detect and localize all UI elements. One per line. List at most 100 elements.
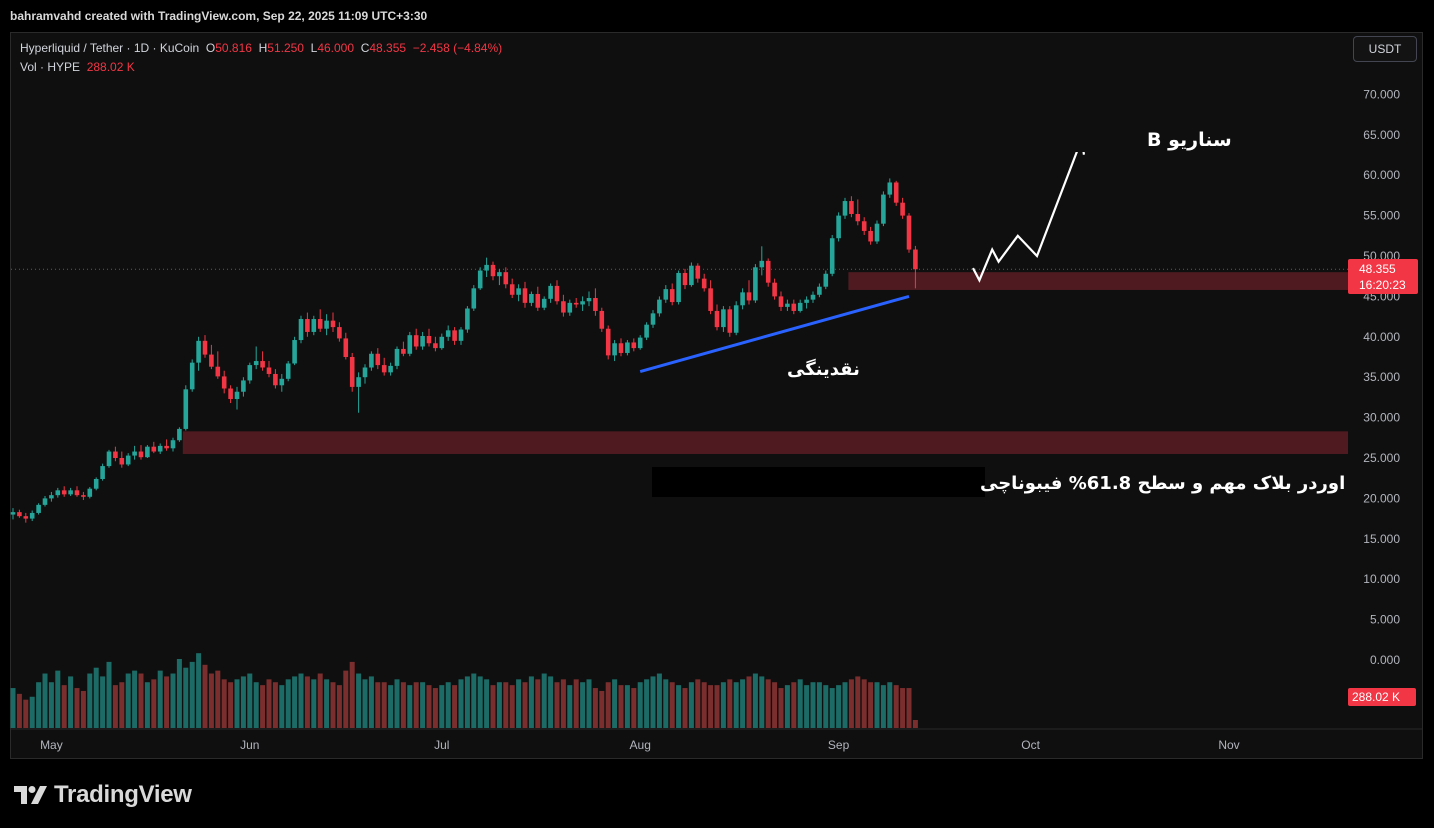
change-value: −2.458 (−4.84%) bbox=[412, 41, 503, 55]
candle-body bbox=[260, 361, 265, 368]
volume-bar bbox=[848, 679, 854, 728]
volume-bar bbox=[279, 685, 285, 728]
candle-body bbox=[151, 446, 157, 452]
candle-body bbox=[189, 362, 195, 390]
candle-body bbox=[234, 391, 240, 400]
candle-body bbox=[509, 284, 515, 295]
volume-bar bbox=[221, 679, 227, 728]
currency-button[interactable]: USDT bbox=[1353, 36, 1417, 62]
volume-bar bbox=[330, 682, 336, 728]
candle-body bbox=[746, 292, 752, 301]
candle-body bbox=[893, 182, 899, 203]
scenario-b-projection bbox=[972, 138, 1083, 283]
candle-body bbox=[317, 319, 323, 329]
volume-bar bbox=[663, 679, 669, 728]
candle-body bbox=[209, 354, 214, 367]
candle-body bbox=[394, 348, 400, 366]
candle-body bbox=[343, 338, 349, 357]
volume-bar bbox=[426, 685, 432, 728]
candle-body bbox=[631, 342, 637, 349]
symbol-title[interactable]: Hyperliquid / Tether · 1D · KuCoin bbox=[20, 41, 200, 55]
volume-bar bbox=[528, 676, 534, 728]
candle-body bbox=[913, 249, 918, 270]
volume-bar bbox=[452, 685, 458, 728]
candle-body bbox=[381, 365, 387, 373]
price-tick-label: 65.000 bbox=[1363, 128, 1400, 142]
candle-body bbox=[445, 330, 451, 337]
candle-body bbox=[87, 488, 93, 497]
candle-body bbox=[855, 213, 861, 222]
time-tick-label: Sep bbox=[828, 738, 850, 752]
volume-bar bbox=[55, 670, 61, 728]
volume-bar bbox=[381, 682, 387, 728]
candle-body bbox=[452, 330, 457, 341]
candle-body bbox=[401, 348, 406, 354]
volume-badge bbox=[1348, 688, 1416, 706]
candle-body bbox=[573, 302, 579, 305]
high-label: H bbox=[258, 41, 268, 55]
candle-body bbox=[868, 230, 873, 242]
candle-body bbox=[804, 299, 809, 303]
close-value: 48.355 bbox=[369, 41, 407, 55]
volume-bar bbox=[432, 688, 438, 728]
volume-bar bbox=[567, 685, 573, 728]
attribution-text: bahramvahd created with TradingView.com,… bbox=[10, 9, 428, 23]
candle-body bbox=[849, 201, 854, 214]
candle-body bbox=[413, 335, 419, 347]
volume-bar bbox=[797, 679, 803, 728]
volume-bar bbox=[733, 682, 739, 728]
volume-bar bbox=[842, 682, 848, 728]
volume-bar bbox=[266, 679, 272, 728]
candle-body bbox=[388, 365, 393, 373]
candle-body bbox=[145, 446, 150, 458]
volume-bar bbox=[375, 682, 381, 728]
volume-bar bbox=[855, 676, 861, 728]
volume-bar bbox=[202, 664, 208, 728]
candle-body bbox=[490, 264, 496, 277]
volume-bar bbox=[144, 682, 150, 728]
candle-body bbox=[874, 223, 880, 242]
candle-body bbox=[49, 495, 54, 499]
chart-panel[interactable] bbox=[10, 32, 1423, 759]
volume-bar bbox=[48, 682, 54, 728]
volume-bar bbox=[740, 679, 746, 728]
candle-body bbox=[650, 313, 656, 325]
candle-body bbox=[17, 512, 22, 517]
candle-body bbox=[349, 357, 355, 387]
price-tick-label: 40.000 bbox=[1363, 330, 1400, 344]
candle-body bbox=[599, 310, 605, 329]
tradingview-brand[interactable]: TradingView bbox=[14, 781, 192, 809]
volume-bar bbox=[714, 685, 720, 728]
candle-body bbox=[74, 490, 80, 496]
time-axis: May Jun Jul Aug Sep Oct Nov bbox=[11, 728, 1422, 752]
support-zone bbox=[848, 272, 1348, 290]
volume-bar bbox=[260, 685, 266, 728]
volume-bar bbox=[80, 690, 86, 728]
scenario-label: سناریو B bbox=[1147, 129, 1232, 151]
candle-body bbox=[554, 285, 560, 302]
volume-bar bbox=[823, 685, 829, 728]
volume-bar bbox=[772, 682, 778, 728]
volume-bar bbox=[554, 682, 560, 728]
candle-body bbox=[701, 278, 707, 289]
candle-body bbox=[324, 320, 329, 329]
volume-legend-label[interactable]: Vol · HYPE bbox=[20, 60, 81, 74]
candle-body bbox=[785, 303, 790, 307]
volume-bar bbox=[253, 682, 259, 728]
candle-body bbox=[861, 221, 867, 231]
volume-bar bbox=[592, 688, 598, 728]
volume-bar bbox=[311, 679, 317, 728]
candle-body bbox=[55, 490, 61, 496]
scenario-label-bg bbox=[1068, 124, 1150, 152]
volume-bar bbox=[656, 673, 662, 728]
candle-body bbox=[439, 336, 445, 349]
volume-bar bbox=[490, 685, 496, 728]
candle-body bbox=[791, 303, 797, 311]
candle-body bbox=[727, 309, 733, 333]
volume-bar bbox=[791, 682, 797, 728]
volume-bar bbox=[874, 682, 880, 728]
candle-body bbox=[10, 512, 16, 515]
candle-body bbox=[669, 289, 675, 303]
volume-bar bbox=[541, 673, 547, 728]
